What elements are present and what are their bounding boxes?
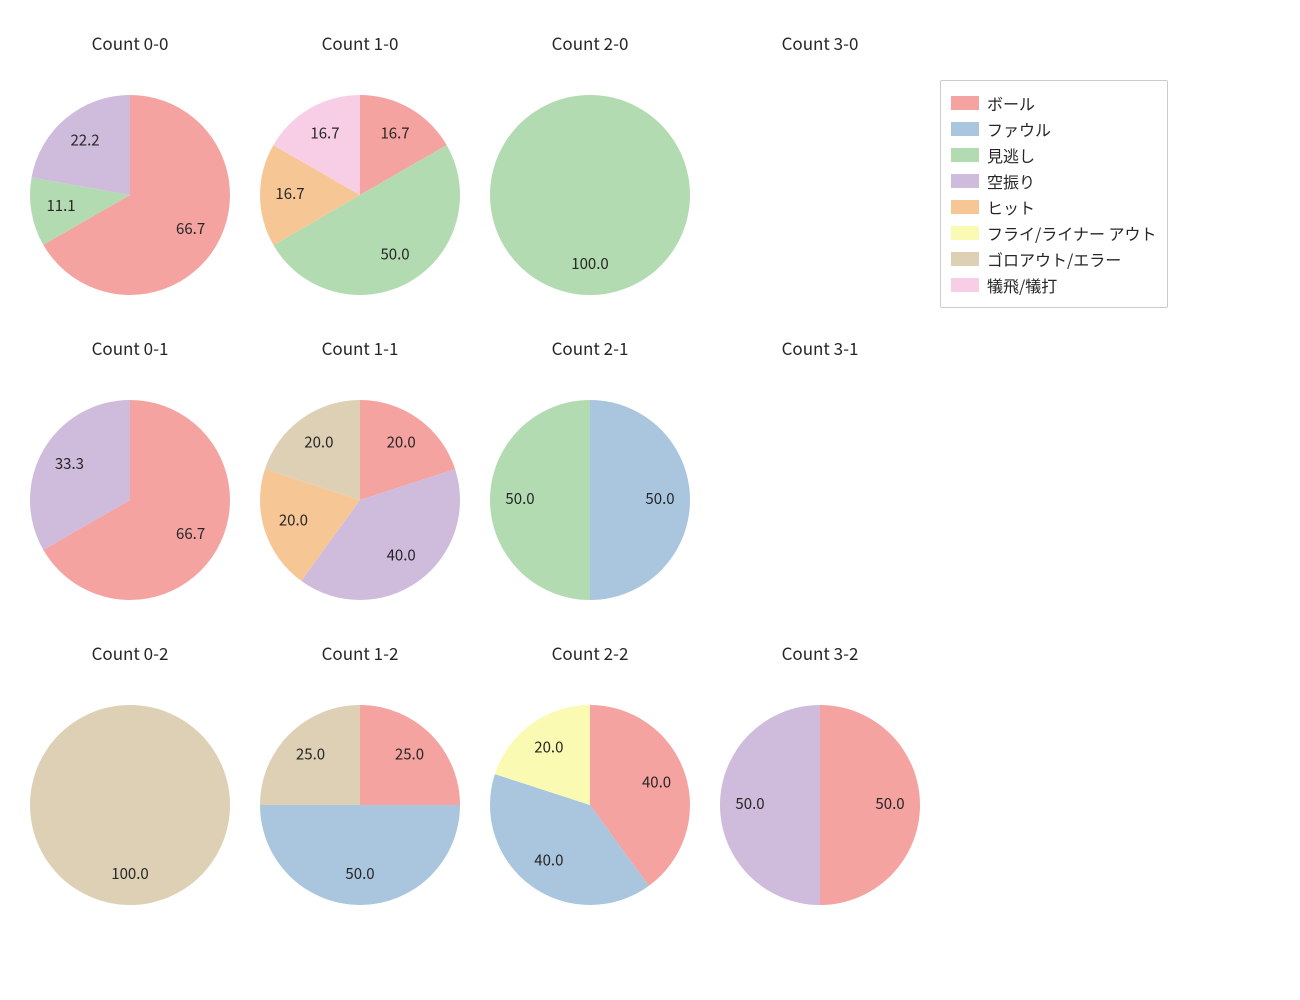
pie-cell: Count 3-1 — [710, 325, 930, 615]
legend-row: ゴロアウト/エラー — [951, 247, 1157, 271]
legend-label: 見逃し — [987, 143, 1035, 167]
legend-row: ヒット — [951, 195, 1157, 219]
legend-label: ゴロアウト/エラー — [987, 247, 1121, 271]
legend-label: フライ/ライナー アウト — [987, 221, 1157, 245]
legend-row: ファウル — [951, 117, 1157, 141]
pie-cell: Count 0-2100.0 — [20, 630, 240, 920]
pie-cell: Count 2-150.050.0 — [480, 325, 700, 615]
pie-slice-label: 22.2 — [70, 129, 99, 150]
pie-slice — [260, 805, 460, 905]
pie-cell: Count 0-166.733.3 — [20, 325, 240, 615]
pie-svg: 66.7 33.3 — [20, 325, 240, 615]
pie-slice — [820, 705, 920, 905]
legend-swatch — [951, 252, 979, 266]
pie-slice-label: 33.3 — [55, 453, 84, 474]
pie-slice-label: 20.0 — [534, 736, 563, 757]
legend-row: ボール — [951, 91, 1157, 115]
pie-svg: 16.7 50.0 16.7 16.7 — [250, 20, 470, 310]
legend-swatch — [951, 96, 979, 110]
pie-slice-label: 20.0 — [387, 431, 416, 452]
legend-swatch — [951, 200, 979, 214]
pie-slice-label: 40.0 — [387, 545, 416, 566]
chart-grid: Count 0-066.711.122.2Count 1-016.750.016… — [0, 0, 1300, 1000]
pie-svg: 20.0 40.0 20.0 20.0 — [250, 325, 470, 615]
pie-slice-label: 50.0 — [505, 488, 534, 509]
pie-title: Count 3-1 — [710, 335, 930, 360]
legend-swatch — [951, 226, 979, 240]
legend-swatch — [951, 278, 979, 292]
pie-cell: Count 3-250.050.0 — [710, 630, 930, 920]
pie-slice-label: 25.0 — [296, 744, 325, 765]
legend-swatch — [951, 174, 979, 188]
legend-row: フライ/ライナー アウト — [951, 221, 1157, 245]
legend-swatch — [951, 122, 979, 136]
pie-svg: 100.0 — [480, 20, 700, 310]
pie-svg: 50.0 50.0 — [480, 325, 700, 615]
legend-label: ヒット — [987, 195, 1035, 219]
pie-cell: Count 2-240.040.020.0 — [480, 630, 700, 920]
pie-svg: 25.0 50.0 25.0 — [250, 630, 470, 920]
pie-slice-label: 50.0 — [345, 863, 374, 884]
pie-slice-label: 20.0 — [279, 510, 308, 531]
pie-slice-label: 50.0 — [380, 244, 409, 265]
pie-slice-label: 40.0 — [534, 850, 563, 871]
pie-slice-label: 66.7 — [176, 523, 205, 544]
pie-cell: Count 1-016.750.016.716.7 — [250, 20, 470, 310]
pie-cell: Count 2-0100.0 — [480, 20, 700, 310]
pie-cell: Count 1-120.040.020.020.0 — [250, 325, 470, 615]
legend-label: 空振り — [987, 169, 1035, 193]
pie-svg: 100.0 — [20, 630, 240, 920]
pie-slice-label: 25.0 — [395, 744, 424, 765]
pie-slice-label: 50.0 — [645, 488, 674, 509]
legend-swatch — [951, 148, 979, 162]
pie-slice-label: 40.0 — [642, 771, 671, 792]
pie-cell: Count 0-066.711.122.2 — [20, 20, 240, 310]
pie-slice-label: 66.7 — [176, 218, 205, 239]
pie-slice — [590, 400, 690, 600]
pie-svg: 40.0 40.0 20.0 — [480, 630, 700, 920]
legend-label: ボール — [987, 91, 1035, 115]
pie-slice-label: 16.7 — [275, 183, 304, 204]
pie-cell: Count 3-0 — [710, 20, 930, 310]
pie-slice-label: 50.0 — [735, 793, 764, 814]
pie-slice-label: 100.0 — [111, 863, 148, 884]
pie-svg: 66.7 11.1 22.2 — [20, 20, 240, 310]
legend-label: 犠飛/犠打 — [987, 273, 1057, 297]
pie-svg: 50.0 50.0 — [710, 630, 930, 920]
pie-slice-label: 16.7 — [310, 122, 339, 143]
legend-row: 犠飛/犠打 — [951, 273, 1157, 297]
legend: ボールファウル見逃し空振りヒットフライ/ライナー アウトゴロアウト/エラー犠飛/… — [940, 80, 1168, 308]
legend-row: 空振り — [951, 169, 1157, 193]
pie-slice-label: 11.1 — [46, 195, 75, 216]
pie-title: Count 3-0 — [710, 30, 930, 55]
pie-cell: Count 1-225.050.025.0 — [250, 630, 470, 920]
pie-slice-label: 100.0 — [571, 253, 608, 274]
legend-label: ファウル — [987, 117, 1051, 141]
pie-slice-label: 50.0 — [875, 793, 904, 814]
pie-slice-label: 16.7 — [380, 122, 409, 143]
pie-slice-label: 20.0 — [304, 431, 333, 452]
legend-row: 見逃し — [951, 143, 1157, 167]
